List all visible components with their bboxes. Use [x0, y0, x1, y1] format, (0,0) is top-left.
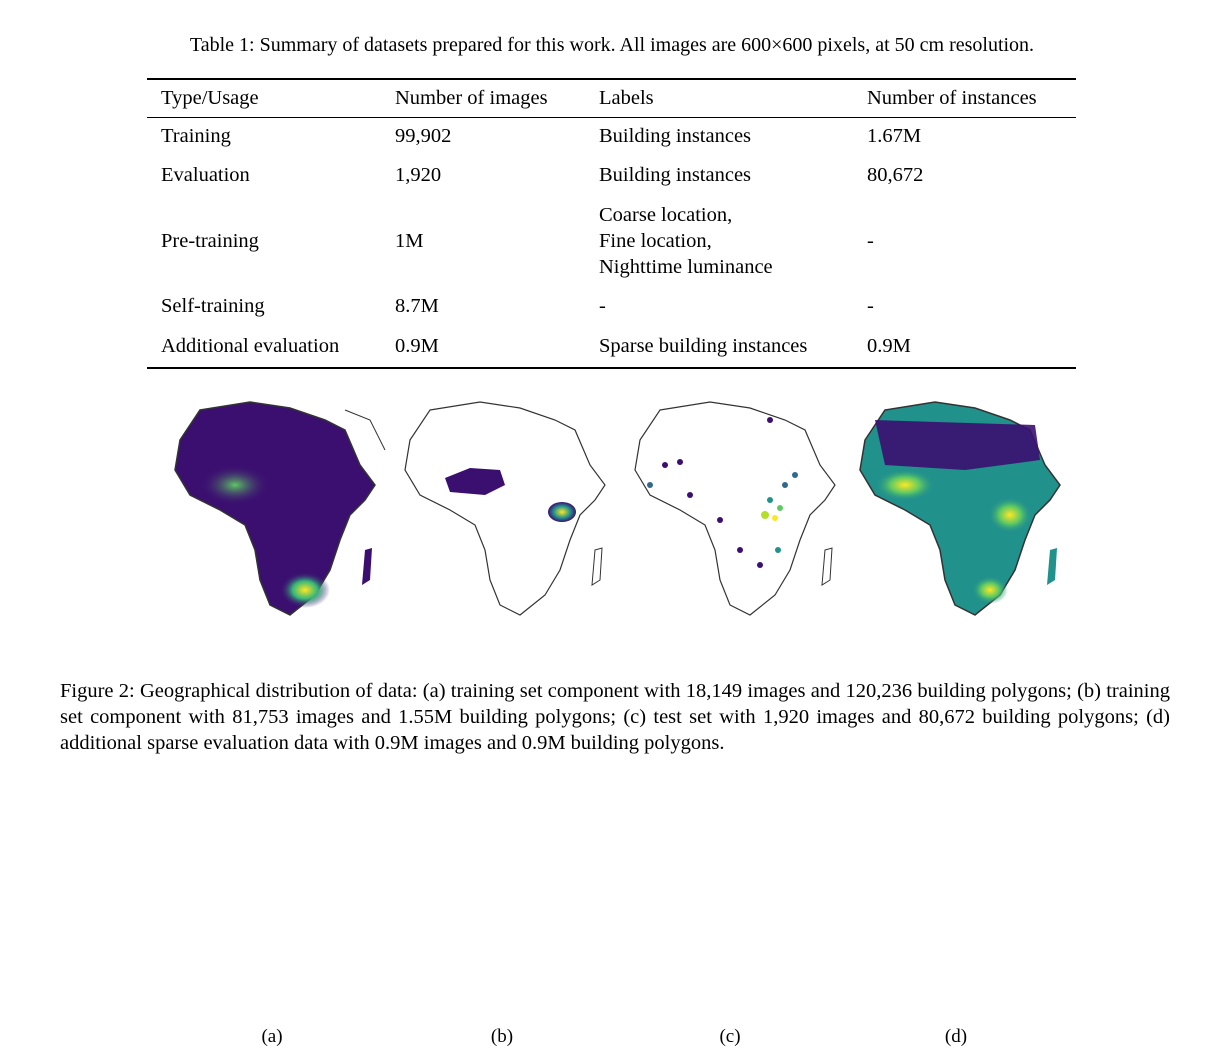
cell-type: Evaluation: [161, 164, 250, 186]
table-row: Pre-training 1M Coarse location, Fine lo…: [147, 195, 1076, 287]
label-line: Fine location,: [599, 230, 712, 252]
cell-images: 1M: [395, 229, 424, 252]
figure-maps: (a) (b) (c): [0, 390, 1224, 1047]
label-line: Nighttime luminance: [599, 256, 773, 278]
cell-type: Pre-training: [161, 229, 259, 252]
cell-images: 8.7M: [395, 295, 439, 317]
table-row: Self-training 8.7M - -: [147, 287, 1076, 326]
sahara-region: [875, 420, 1040, 470]
test-points: [647, 417, 798, 568]
panel-label-b: (b): [490, 1026, 514, 1047]
cell-instances: 0.9M: [867, 335, 911, 357]
cell-labels: Building instances: [599, 125, 752, 148]
cell-type: Self-training: [161, 295, 265, 317]
madagascar-shape: [1047, 548, 1057, 585]
cell-images: 1,920: [395, 164, 442, 186]
cell-instances: -: [867, 295, 874, 317]
table-row: Evaluation 1,920 Building instances 80,6…: [147, 156, 1076, 195]
madagascar-outline: [821, 547, 833, 586]
arabia-outline: [344, 409, 386, 451]
map-panel-b: [404, 401, 606, 616]
madagascar-shape: [362, 548, 372, 585]
cell-instances: 80,672: [867, 164, 924, 186]
map-panel-a: [174, 401, 386, 616]
nigeria-region: [445, 468, 505, 495]
cell-labels: Building instances: [599, 164, 752, 186]
summary-table: Type/Usage Number of images Labels Numbe…: [147, 78, 1076, 369]
madagascar-outline: [591, 547, 603, 586]
africa-outline: [404, 401, 606, 616]
header-images: Number of images: [395, 86, 548, 109]
figure-caption: Figure 2: Geographical distribution of d…: [60, 680, 1170, 754]
cell-instances: -: [867, 229, 874, 252]
cell-images: 99,902: [395, 125, 452, 148]
header-labels: Labels: [599, 86, 654, 109]
cell-type: Additional evaluation: [161, 335, 340, 357]
panel-label-a: (a): [261, 1026, 283, 1047]
africa-outline: [634, 401, 836, 616]
cell-labels: Sparse building instances: [599, 335, 808, 357]
header-instances: Number of instances: [867, 86, 1037, 109]
cell-instances: 1.67M: [867, 125, 922, 148]
panel-label-d: (d): [944, 1026, 968, 1047]
cell-labels: -: [599, 295, 606, 317]
header-type: Type/Usage: [161, 86, 259, 109]
table-row: Training 99,902 Building instances 1.67M: [147, 117, 1076, 156]
kenya-region: [548, 502, 576, 522]
table-row: Additional evaluation 0.9M Sparse buildi…: [147, 326, 1076, 368]
cell-labels: Coarse location, Fine location, Nighttim…: [585, 195, 853, 287]
table-header-row: Type/Usage Number of images Labels Numbe…: [147, 79, 1076, 117]
label-line: Coarse location,: [599, 204, 733, 226]
map-panel-d: [859, 401, 1061, 616]
cell-images: 0.9M: [395, 335, 439, 357]
table-caption: Table 1: Summary of datasets prepared fo…: [189, 34, 1035, 56]
map-panel-c: [634, 401, 836, 616]
panel-label-c: (c): [719, 1026, 741, 1047]
cell-type: Training: [161, 125, 231, 148]
africa-outline: [174, 401, 376, 616]
